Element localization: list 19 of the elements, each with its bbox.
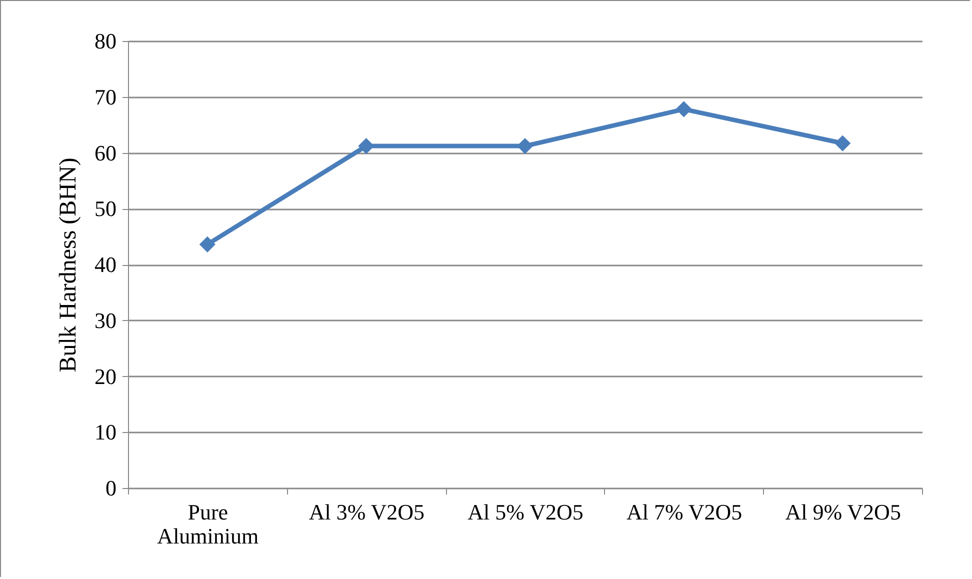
y-tick-label: 10 xyxy=(94,420,116,445)
x-tick-label: Al 5% V2O5 xyxy=(468,500,584,524)
y-tick-label: 60 xyxy=(94,140,116,166)
y-tick-label: 50 xyxy=(94,196,116,222)
point xyxy=(834,135,851,152)
x-tick-label: Al 7% V2O5 xyxy=(626,500,742,524)
x-tick-label: Al 9% V2O5 xyxy=(785,500,901,524)
y-axis-title: Bulk Hardness (BHN) xyxy=(56,158,82,372)
y-tick-label: 70 xyxy=(94,84,116,110)
point xyxy=(358,138,374,154)
y-tick-label: 0 xyxy=(106,476,116,500)
x-tick-label: Al 3% V2O5 xyxy=(308,500,425,524)
y-tick-label: 30 xyxy=(94,308,116,333)
y-tick-label: 20 xyxy=(94,364,116,389)
x-tick-label: Pure Aluminium xyxy=(157,500,259,548)
point xyxy=(199,236,216,252)
y-tick-label: 40 xyxy=(94,252,116,277)
y-tick-label: 80 xyxy=(94,28,116,54)
point xyxy=(676,101,692,118)
